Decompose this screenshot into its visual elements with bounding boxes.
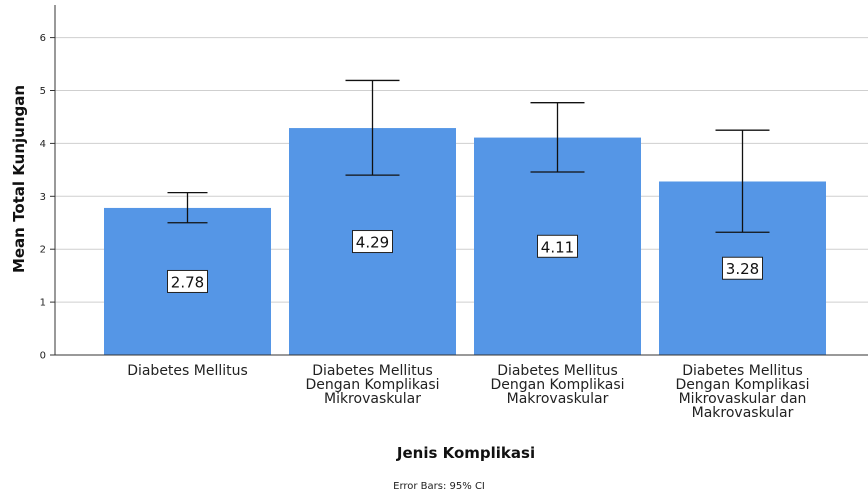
data-label: 3.28 [722,256,763,280]
error-bar [167,191,208,224]
data-label-text: 3.28 [726,260,759,278]
y-axis-title: Mean Total Kunjungan [10,85,28,273]
data-labels: 2.78 4.29 4.11 3.28 [167,230,763,293]
y-tick-label: 6 [40,33,46,44]
y-tick-label: 2 [40,245,46,256]
x-tick-label-line: Mikrovaskular [324,391,421,407]
x-tick-label: Diabetes Mellitus [127,363,248,379]
x-tick-label-line: Diabetes Mellitus [682,363,803,379]
x-tick-label-line: Diabetes Mellitus [312,363,433,379]
y-tick-label: 1 [40,298,46,309]
data-label: 4.29 [352,230,393,254]
x-tick-label-line: Diabetes Mellitus [497,363,618,379]
x-axis-title: Jenis Komplikasi [396,444,535,462]
y-tick-label: 3 [40,192,46,203]
data-label-text: 2.78 [171,273,204,291]
data-label: 2.78 [167,269,208,293]
error-bar [530,102,585,173]
x-tick-label-line: Mikrovaskular dan [679,391,807,407]
x-tick-label-line: Dengan Komplikasi [490,377,624,393]
error-bars [167,79,770,233]
data-label-text: 4.11 [541,238,574,256]
data-label-text: 4.29 [356,234,389,252]
data-label: 4.11 [537,234,578,258]
error-bars-note: Error Bars: 95% CI [393,481,485,492]
x-tick-label-line: Dengan Komplikasi [305,377,439,393]
y-tick-label: 4 [40,139,46,150]
error-bar [345,79,400,176]
x-tick-label-line: Diabetes Mellitus [127,363,248,379]
bars [104,128,826,355]
x-tick-label-line: Makrovaskular [507,391,609,407]
y-tick-label: 5 [40,86,46,97]
x-tick-label-line: Makrovaskular [692,405,794,421]
y-tick-label: 0 [40,351,46,362]
x-tick-label-line: Dengan Komplikasi [675,377,809,393]
error-bar [715,129,770,233]
